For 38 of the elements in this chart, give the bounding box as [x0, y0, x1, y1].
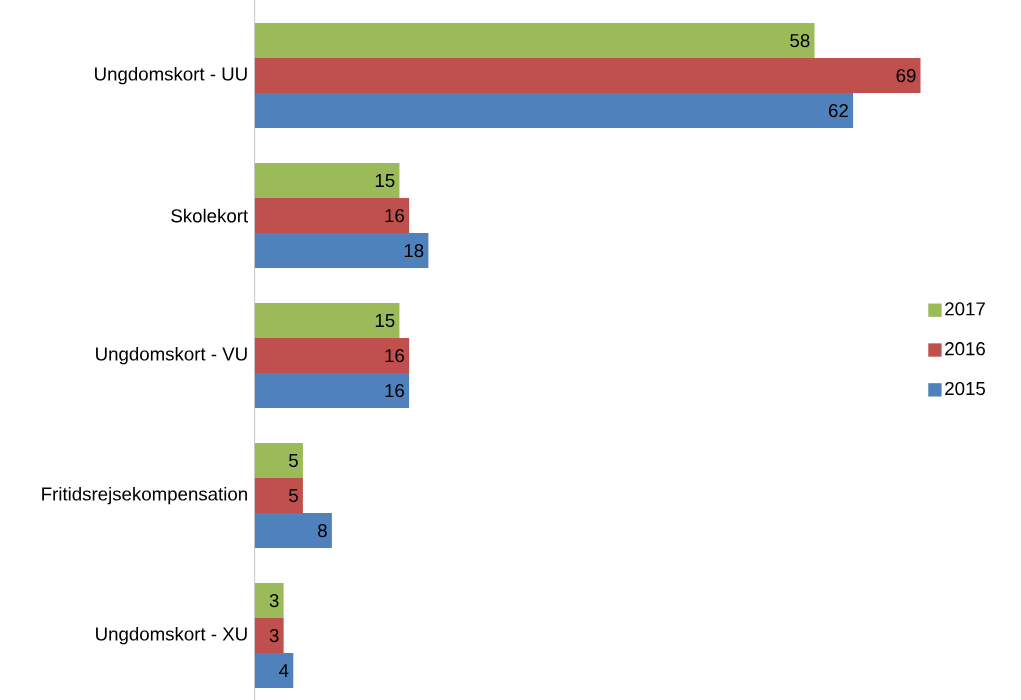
bar	[254, 653, 294, 689]
bar	[254, 198, 410, 234]
data-label: 58	[790, 33, 810, 48]
data-label: 3	[269, 593, 279, 608]
bar	[254, 23, 815, 59]
data-label: 62	[829, 103, 848, 118]
y-tick-label: Ungdomskort - XU	[96, 626, 247, 645]
bar	[254, 373, 410, 409]
data-label: 3	[269, 628, 279, 643]
data-label: 5	[289, 454, 298, 468]
bar	[254, 163, 400, 199]
bar	[254, 93, 854, 129]
data-label: 8	[318, 523, 327, 538]
data-label: 16	[385, 208, 404, 223]
data-label: 16	[385, 348, 404, 363]
y-tick-label: Skolekort	[171, 208, 249, 223]
legend-label: 2016	[945, 342, 985, 356]
bar	[254, 443, 303, 479]
y-tick-label: Ungdomskort - UU	[95, 66, 247, 85]
legend-label: 2015	[945, 381, 985, 396]
bar	[254, 618, 284, 654]
y-tick-label: Fritidsrejsekompensation	[42, 486, 247, 505]
bar	[254, 233, 429, 269]
data-label: 15	[375, 314, 395, 328]
data-label: 18	[404, 243, 424, 258]
legend-label: 2017	[945, 302, 985, 316]
bar	[254, 478, 303, 514]
data-label: 4	[279, 664, 289, 678]
y-tick-label: Ungdomskort - VU	[96, 346, 247, 365]
data-label: 16	[385, 383, 404, 398]
bar	[254, 338, 410, 374]
bar	[254, 583, 284, 619]
data-label: 5	[289, 489, 298, 503]
data-label: 15	[375, 174, 395, 188]
bar	[254, 513, 332, 549]
bar	[254, 303, 400, 339]
bar	[254, 58, 921, 94]
data-label: 69	[896, 68, 916, 83]
